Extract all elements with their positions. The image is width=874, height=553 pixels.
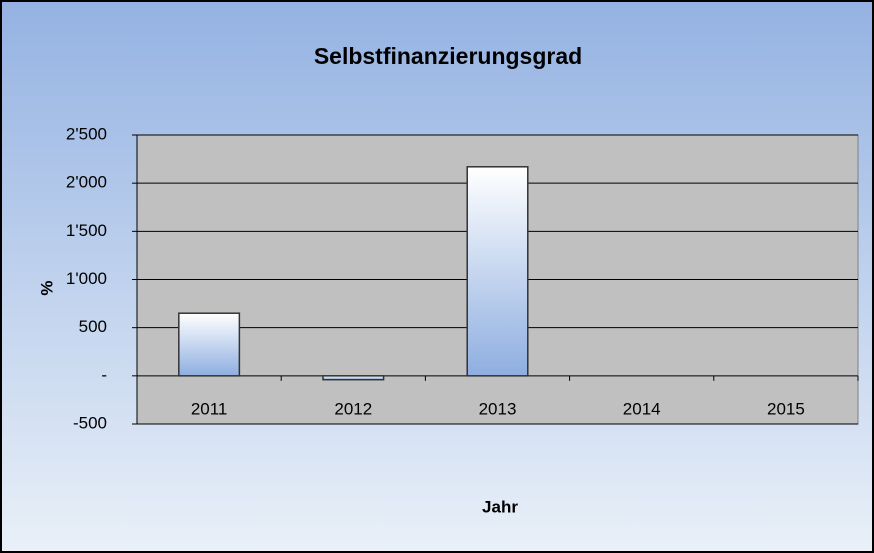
y-tick-label: 1'000 — [66, 269, 107, 288]
y-tick-label: 2'000 — [66, 173, 107, 192]
x-tick-label: 2012 — [334, 399, 372, 418]
x-tick-label: 2014 — [623, 399, 661, 418]
x-tick-label: 2011 — [191, 399, 228, 418]
bar — [466, 166, 529, 377]
y-tick-label: 1'500 — [66, 221, 107, 240]
y-tick-label: - — [101, 365, 107, 384]
bar — [178, 312, 241, 377]
y-axis-title: % — [37, 280, 56, 295]
x-tick-label: 2015 — [767, 399, 805, 418]
y-tick-label: -500 — [73, 413, 107, 432]
x-axis-title: Jahr — [482, 497, 518, 516]
x-tick-label: 2013 — [479, 399, 517, 418]
bar — [322, 375, 385, 381]
y-tick-label: 2'500 — [66, 124, 107, 143]
y-tick-label: 500 — [79, 317, 107, 336]
chart-title: Selbstfinanzierungsgrad — [314, 43, 582, 69]
